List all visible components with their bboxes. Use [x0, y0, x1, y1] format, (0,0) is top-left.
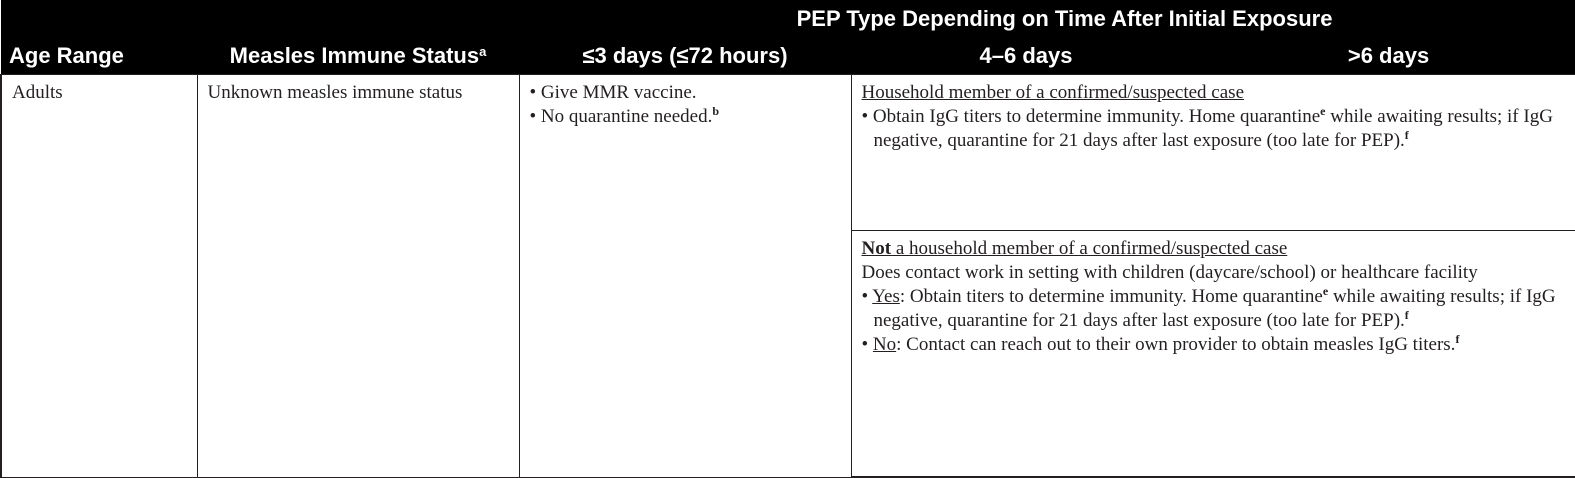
immune-status-label: Measles Immune Status [229, 43, 480, 68]
footnote-marker-f-3: f [1455, 331, 1460, 346]
no-text: : Contact can reach out to their own pro… [896, 333, 1456, 355]
non-household-title-rest: a household member of a confirmed/suspec… [891, 237, 1288, 259]
column-header-immune-status: Measles Immune Statusa [197, 38, 519, 75]
non-household-yes-bullet: • Yes: Obtain titers to determine immuni… [861, 283, 1556, 331]
bullet-no-quarantine: • No quarantine needed.b [530, 105, 843, 129]
footnote-marker-f-2: f [1404, 307, 1409, 322]
footnote-marker-a: a [479, 44, 487, 59]
no-label: No [872, 333, 897, 355]
footnote-marker-e: e [1320, 104, 1326, 118]
cell-immune-status: Unknown measles immune status [196, 74, 520, 478]
non-household-question: Does contact work in setting with childr… [861, 261, 1478, 283]
bullet-give-mmr: • Give MMR vaccine. [529, 82, 697, 103]
column-header-4-6-days: 4–6 days [851, 38, 1201, 75]
household-bullet-post: while awaiting results; if IgG negative,… [873, 106, 1553, 151]
no-quarantine-text: • No quarantine needed. [529, 106, 713, 127]
group-header-pep-type: PEP Type Depending on Time After Initial… [519, 0, 1575, 38]
footnote-marker-b: b [712, 104, 720, 118]
household-title: Household member of a confirmed/suspecte… [861, 82, 1245, 103]
cell-household-member: Household member of a confirmed/suspecte… [850, 74, 1575, 231]
non-household-title-bold: Not [861, 237, 892, 259]
non-household-no-bullet: • No: Contact can reach out to their own… [861, 331, 1460, 355]
yes-text-pre: : Obtain titers to determine immunity. H… [899, 285, 1323, 307]
header-row-columns: Age Range Measles Immune Statusa ≤3 days… [1, 38, 1575, 75]
header-row-group: PEP Type Depending on Time After Initial… [1, 0, 1575, 38]
cell-non-household-member: Not a household member of a confirmed/su… [850, 229, 1575, 478]
immune-status-value: Unknown measles immune status [207, 82, 463, 103]
column-header-age-range: Age Range [1, 38, 197, 75]
table-row-household: Adults Unknown measles immune status • G… [0, 74, 1575, 478]
age-range-value: Adults [12, 82, 63, 103]
cell-age-range: Adults [0, 74, 198, 478]
non-household-title: Not a household member of a confirmed/su… [862, 237, 1568, 261]
household-bullet-pre: • Obtain IgG titers to determine immunit… [861, 106, 1321, 127]
yes-text-post: while awaiting results; if IgG negative,… [873, 285, 1556, 331]
footnote-marker-e-2: e [1322, 283, 1329, 298]
cell-3-days: • Give MMR vaccine. • No quarantine need… [518, 74, 852, 478]
column-header-3-days: ≤3 days (≤72 hours) [519, 38, 851, 75]
yes-label: Yes [872, 285, 900, 307]
column-header-over-6-days: >6 days [1201, 38, 1575, 75]
household-bullet: • Obtain IgG titers to determine immunit… [862, 105, 1568, 153]
header-blank-cell [1, 0, 519, 38]
table-row-non-household: Not a household member of a confirmed/su… [1, 229, 1575, 478]
footnote-marker-f: f [1404, 128, 1409, 142]
